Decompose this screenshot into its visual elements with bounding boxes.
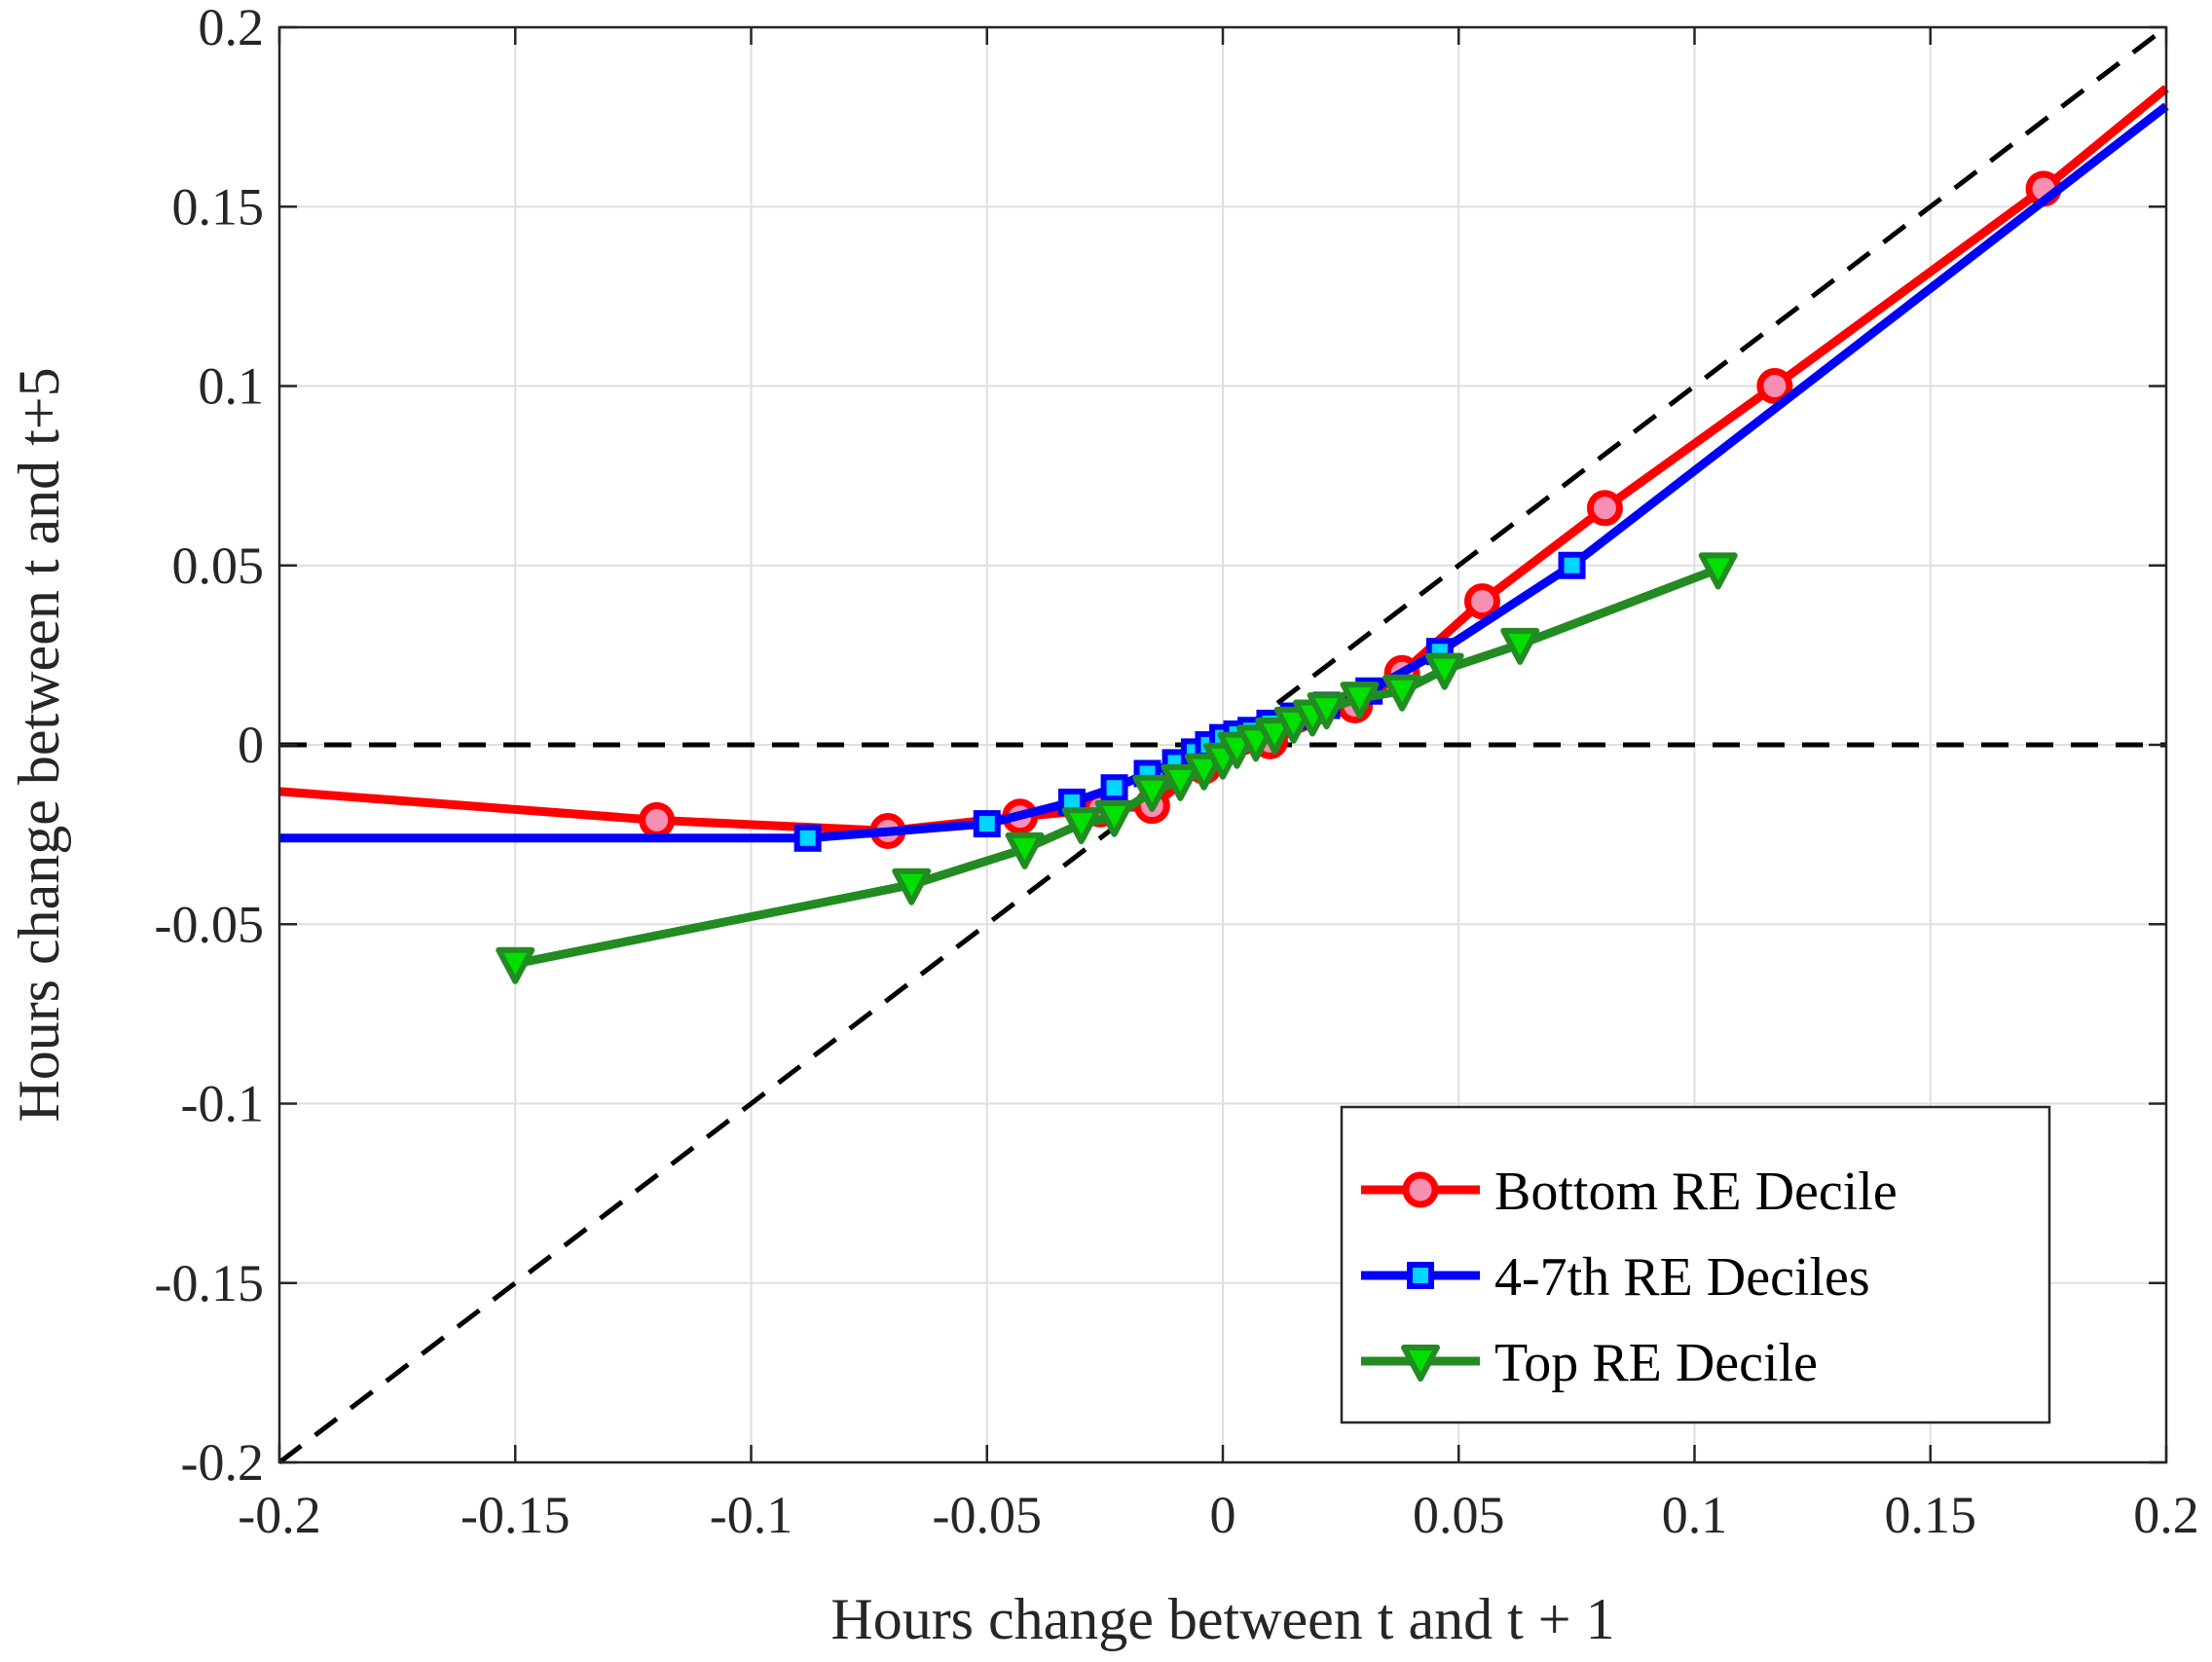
x-tick-label: -0.05 [933,1486,1042,1544]
data-point [1756,368,1793,404]
data-point [1161,763,1200,801]
y-tick-label: -0.2 [181,1433,264,1492]
data-point [1500,627,1540,665]
y-tick-label: -0.15 [155,1254,264,1312]
y-tick-label: 0.15 [172,177,265,236]
x-tick-label: -0.15 [461,1486,570,1544]
x-tick-label: 0.15 [1885,1486,1977,1544]
series-2 [496,552,1738,984]
data-point [1424,652,1464,690]
x-axis-label: Hours change between t and t + 1 [830,1587,1614,1651]
data-point [1463,583,1500,620]
legend: Bottom RE Decile 4-7th RE Deciles Top RE D… [1340,1105,2051,1424]
data-point [1184,753,1224,791]
data-point [1382,674,1422,712]
y-axis-label: Hours change between t and t+5 [7,367,71,1122]
data-point [1340,682,1380,720]
legend-item-1: 4-7th RE Deciles [1361,1247,1870,1308]
data-point [1094,799,1134,837]
data-point [1586,490,1623,527]
y-tick-label: 0.05 [172,536,265,595]
data-point [1100,774,1128,802]
x-tick-label: 0.2 [2133,1486,2199,1544]
data-point [1698,552,1738,590]
series-layer [278,85,2169,984]
legend-label: Top RE Decile [1494,1333,1818,1393]
y-tick-label: 0.2 [199,0,265,56]
legend-marker [1407,1262,1434,1289]
x-tick-label: 0.1 [1662,1486,1728,1544]
legend-box [1340,1105,2051,1424]
x-tick-label: 0 [1210,1486,1236,1544]
y-tick-label: -0.1 [181,1075,264,1133]
legend-label: Bottom RE Decile [1494,1162,1898,1222]
data-point [1558,551,1586,579]
data-point [1132,774,1172,812]
data-point [1307,692,1346,730]
data-point [973,810,1001,838]
legend-marker [1401,1345,1440,1382]
legend-label: 4-7th RE Deciles [1494,1247,1870,1308]
data-point [496,946,535,984]
tick-labels: -0.2 -0.15 -0.1 -0.05 0 0.05 0.1 0.15 0.2 -0.2 -0.… [155,0,2199,1544]
y-tick-label: 0 [238,716,264,774]
legend-marker [1402,1171,1439,1208]
data-point [1005,831,1045,869]
x-tick-label: 0.05 [1413,1486,1505,1544]
legend-item-2: Top RE Decile [1361,1333,1818,1393]
data-point [892,868,932,905]
data-point [793,824,822,852]
x-tick-label: -0.2 [238,1486,320,1544]
y-tick-label: -0.05 [155,895,264,953]
data-point [1061,807,1101,845]
legend-item-0: Bottom RE Decile [1361,1162,1898,1222]
y-tick-label: 0.1 [199,357,265,416]
data-point [1255,717,1295,755]
x-tick-label: -0.1 [710,1486,793,1544]
data-point [639,801,676,838]
